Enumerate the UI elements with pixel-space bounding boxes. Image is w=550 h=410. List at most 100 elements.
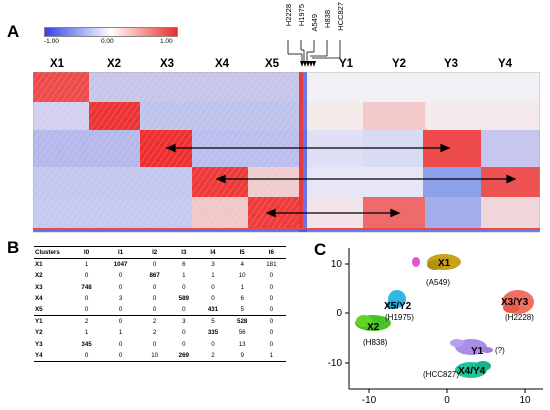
table-cell: 0 [269, 340, 274, 348]
table-cell: 0 [256, 315, 286, 328]
table-cell: 0 [152, 294, 157, 302]
table-cell: 867 [149, 272, 160, 280]
table-cell: 269 [169, 349, 199, 362]
label-question: (?) [495, 346, 505, 355]
table-cell: 2 [198, 349, 228, 362]
label-y1: Y1 [471, 346, 484, 357]
label-h838: (H838) [363, 338, 388, 347]
table-cell: 0 [182, 306, 186, 314]
table-row: X5 0 0 0 0 431 5 0 [34, 304, 286, 316]
table-cell: 431 [207, 306, 219, 314]
table-cell: 1 [182, 272, 186, 280]
cluster-x3y3 [502, 290, 534, 314]
heatmap-col-y1: Y1 [338, 58, 354, 70]
umap-plot: 10 0 -10 -10 0 10 X1 (A549) X5/Y2 (H1975… [328, 248, 543, 406]
table-cell: 0 [84, 306, 89, 314]
table-cell: 0 [84, 294, 89, 302]
table-cell: 0 [118, 272, 123, 280]
table-row: X1 1 1047 0 6 3 4 181 [34, 259, 286, 271]
table-row: Y2 1 1 2 0 335 56 0 [34, 327, 286, 338]
table-cell: 0 [152, 261, 157, 269]
row-label: X2 [35, 272, 43, 280]
tick-label-y-10: 10 [331, 259, 343, 270]
table-cell: 0 [269, 283, 274, 291]
table-cell: 335 [207, 329, 219, 337]
table-row: Y1 2 0 2 3 5 528 0 [34, 315, 286, 328]
table-cell: 0 [182, 283, 186, 291]
label-a549: (A549) [426, 278, 450, 287]
cellline-brackets [287, 40, 341, 67]
table-cell: 0 [118, 340, 123, 348]
label-x2: X2 [367, 322, 380, 333]
table-cell: 2 [152, 329, 157, 337]
heatmap-col-y4: Y4 [497, 58, 513, 70]
table-header: I6 [256, 245, 286, 260]
table-cell: 0 [152, 340, 157, 348]
table-row: Y3 345 0 0 0 0 13 0 [34, 339, 286, 350]
cellline-label-h1975: H1975 [297, 4, 306, 27]
row-label: X4 [35, 294, 43, 302]
row-label: X1 [35, 261, 43, 269]
table-header: Clusters [34, 245, 72, 260]
row-label: X5 [35, 306, 43, 314]
row-label: Y3 [35, 340, 43, 348]
table-cell: 1047 [113, 261, 128, 269]
label-x3y3: X3/Y3 [501, 297, 529, 308]
table-header-row: Clusters I0 I1 I2 I3 I4 I5 I6 [34, 245, 286, 260]
table-cell: 6 [240, 294, 244, 302]
row-label: Y1 [34, 315, 72, 328]
table-cell: 3 [211, 261, 215, 269]
heatmap-col-x2: X2 [106, 58, 122, 70]
panel-b-label: B [7, 238, 20, 257]
table-cell: 3 [118, 294, 123, 302]
cluster-x4y4 [455, 361, 491, 378]
table-cell: 0 [72, 349, 102, 362]
table-cell: 5 [198, 315, 228, 328]
table-cell: 6 [182, 261, 186, 269]
table-cell: 13 [238, 340, 246, 348]
table-cell: 5 [240, 306, 244, 314]
cellline-label-h2228: H2228 [284, 4, 293, 27]
heatmap-col-y3: Y3 [443, 58, 459, 70]
table-cell: 2 [140, 315, 170, 328]
table-cell: 3 [169, 315, 199, 328]
table-cell: 1 [240, 283, 244, 291]
cellline-label-a549: A549 [310, 14, 319, 32]
table-cell: 0 [84, 272, 89, 280]
heatmap-col-x5: X5 [264, 58, 280, 70]
table-cell: 0 [101, 315, 141, 328]
panel-c-label: C [314, 240, 327, 259]
table-cell: 0 [211, 283, 215, 291]
table-cell: 10 [140, 349, 170, 362]
colorscale-min-label: -1.00 [44, 38, 59, 45]
label-x5y2: X5/Y2 [384, 301, 412, 312]
label-x1: X1 [438, 258, 451, 269]
table-cell: 0 [152, 306, 157, 314]
tick-label-x-10: 10 [519, 395, 531, 406]
tick-label-y-neg10: -10 [328, 358, 343, 369]
table-cell: 748 [81, 283, 92, 291]
tick-label-x-neg10: -10 [362, 395, 377, 406]
table-cell: 2 [72, 315, 102, 328]
label-x4y4: X4/Y4 [458, 366, 486, 377]
table-row: Y4 0 0 10 269 2 9 1 [34, 349, 286, 362]
table-cell: 0 [101, 349, 141, 362]
table-cell: 0 [211, 294, 215, 302]
cellline-label-hcc827: HCC827 [336, 2, 345, 31]
table-cell: 4 [240, 261, 244, 269]
cluster-pink [412, 257, 420, 267]
table-cell: 0 [269, 272, 274, 280]
table-cell: 0 [269, 306, 274, 314]
table-row: X4 0 3 0 589 0 6 0 [34, 293, 286, 304]
tick-label-y-0: 0 [336, 308, 342, 319]
row-label: Y4 [34, 349, 72, 362]
table-cell: 1 [118, 329, 123, 337]
tick-label-x-0: 0 [444, 395, 450, 406]
cluster-y1 [450, 339, 493, 355]
cluster-x1 [427, 254, 461, 270]
table-header: I1 [101, 245, 141, 260]
colorscale-max-label: 1.00 [160, 38, 173, 45]
table-cell: 0 [211, 340, 215, 348]
table-cell: 589 [178, 294, 189, 302]
heatmap-col-x1: X1 [49, 58, 65, 70]
